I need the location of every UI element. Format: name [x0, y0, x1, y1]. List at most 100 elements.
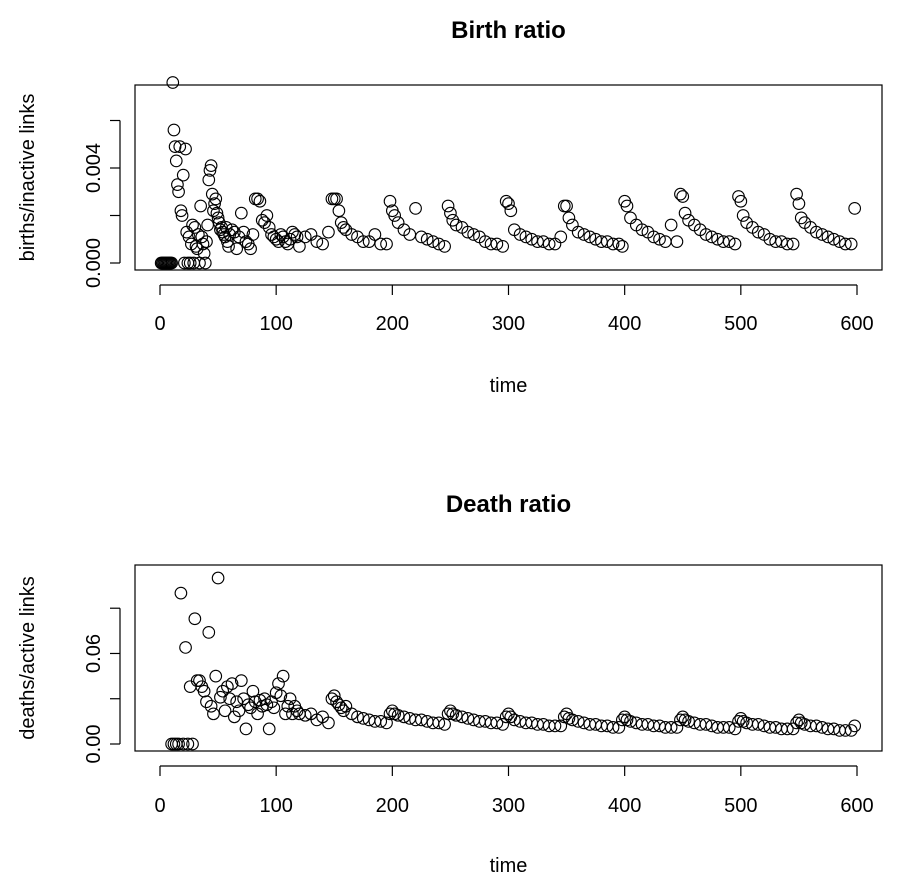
data-point	[790, 716, 803, 730]
data-point	[734, 194, 748, 208]
data-point	[267, 230, 281, 244]
data-point	[809, 225, 823, 239]
plot-frame	[134, 84, 883, 271]
data-point	[176, 168, 190, 182]
data-point	[203, 164, 217, 177]
data-point	[844, 237, 858, 251]
data-point	[345, 228, 359, 241]
data-point	[288, 228, 302, 241]
data-point	[196, 237, 210, 251]
x-tick-label: 500	[724, 795, 757, 817]
data-point	[560, 199, 573, 213]
data-point	[467, 228, 481, 241]
data-point	[415, 713, 428, 727]
data-point	[186, 218, 199, 232]
data-point	[214, 690, 227, 704]
data-point	[175, 209, 189, 222]
data-point	[415, 230, 428, 244]
data-point	[736, 209, 750, 222]
data-point	[218, 704, 232, 718]
data-point	[674, 187, 687, 201]
data-point	[345, 707, 359, 721]
data-point	[269, 232, 283, 246]
data-point	[211, 211, 225, 225]
data-point	[409, 202, 422, 215]
data-point	[620, 199, 634, 213]
data-point	[176, 737, 190, 751]
data-point	[722, 721, 736, 734]
data-point	[577, 228, 591, 241]
data-point	[234, 674, 248, 687]
data-point	[786, 722, 800, 736]
data-point	[426, 235, 440, 248]
data-point	[267, 701, 281, 715]
data-point	[215, 221, 228, 234]
data-point	[705, 230, 719, 244]
data-point	[216, 684, 230, 698]
data-point	[172, 737, 185, 751]
x-tick-label: 600	[840, 795, 873, 817]
data-point	[167, 123, 181, 137]
data-point	[211, 571, 225, 585]
y-tick-label: 0.00	[83, 725, 105, 764]
data-point	[239, 722, 253, 736]
x-tick-label: 500	[724, 313, 757, 335]
data-point	[283, 692, 297, 706]
data-point	[751, 225, 765, 239]
data-point	[258, 216, 271, 229]
data-point	[202, 173, 216, 187]
data-point	[676, 190, 690, 203]
data-point	[332, 204, 346, 218]
data-point	[298, 230, 312, 244]
data-point	[181, 737, 195, 751]
data-point	[208, 197, 221, 210]
data-point	[615, 713, 629, 727]
data-point	[232, 704, 246, 718]
data-point	[207, 707, 220, 721]
data-point	[670, 235, 684, 248]
data-point	[490, 237, 504, 251]
data-point	[279, 707, 292, 721]
x-tick-label: 0	[154, 795, 165, 817]
data-point	[202, 626, 216, 639]
data-point	[583, 230, 597, 244]
data-point	[380, 237, 393, 251]
data-point	[391, 708, 405, 722]
data-point	[699, 228, 713, 241]
x-tick-label: 200	[376, 795, 409, 817]
data-point	[839, 237, 852, 251]
data-point	[844, 724, 858, 737]
data-point	[571, 225, 585, 239]
data-point	[612, 237, 626, 251]
y-axis-label: births/inactive links	[17, 94, 39, 262]
data-point	[728, 237, 742, 251]
data-point	[286, 225, 299, 239]
x-tick-label: 300	[492, 313, 525, 335]
data-point	[432, 716, 446, 730]
data-point	[204, 159, 218, 172]
data-point	[780, 722, 794, 736]
data-point	[210, 206, 224, 220]
data-point	[420, 232, 434, 246]
data-points	[154, 76, 862, 270]
data-point	[293, 240, 306, 253]
data-point	[244, 242, 257, 256]
data-point	[225, 677, 239, 690]
data-point	[230, 695, 244, 709]
data-point	[635, 223, 649, 237]
data-point	[455, 710, 469, 724]
data-point	[198, 256, 212, 270]
data-point	[821, 230, 835, 244]
x-axis-label: time	[490, 375, 528, 397]
data-point	[283, 232, 297, 246]
data-point	[171, 178, 184, 191]
x-tick-label: 0	[154, 313, 165, 335]
data-point	[438, 240, 451, 253]
data-point	[174, 204, 188, 218]
data-point	[513, 228, 527, 241]
data-point	[248, 192, 262, 206]
data-point	[566, 218, 579, 232]
x-tick-label: 400	[608, 313, 641, 335]
data-point	[562, 211, 576, 225]
data-point	[504, 204, 518, 218]
